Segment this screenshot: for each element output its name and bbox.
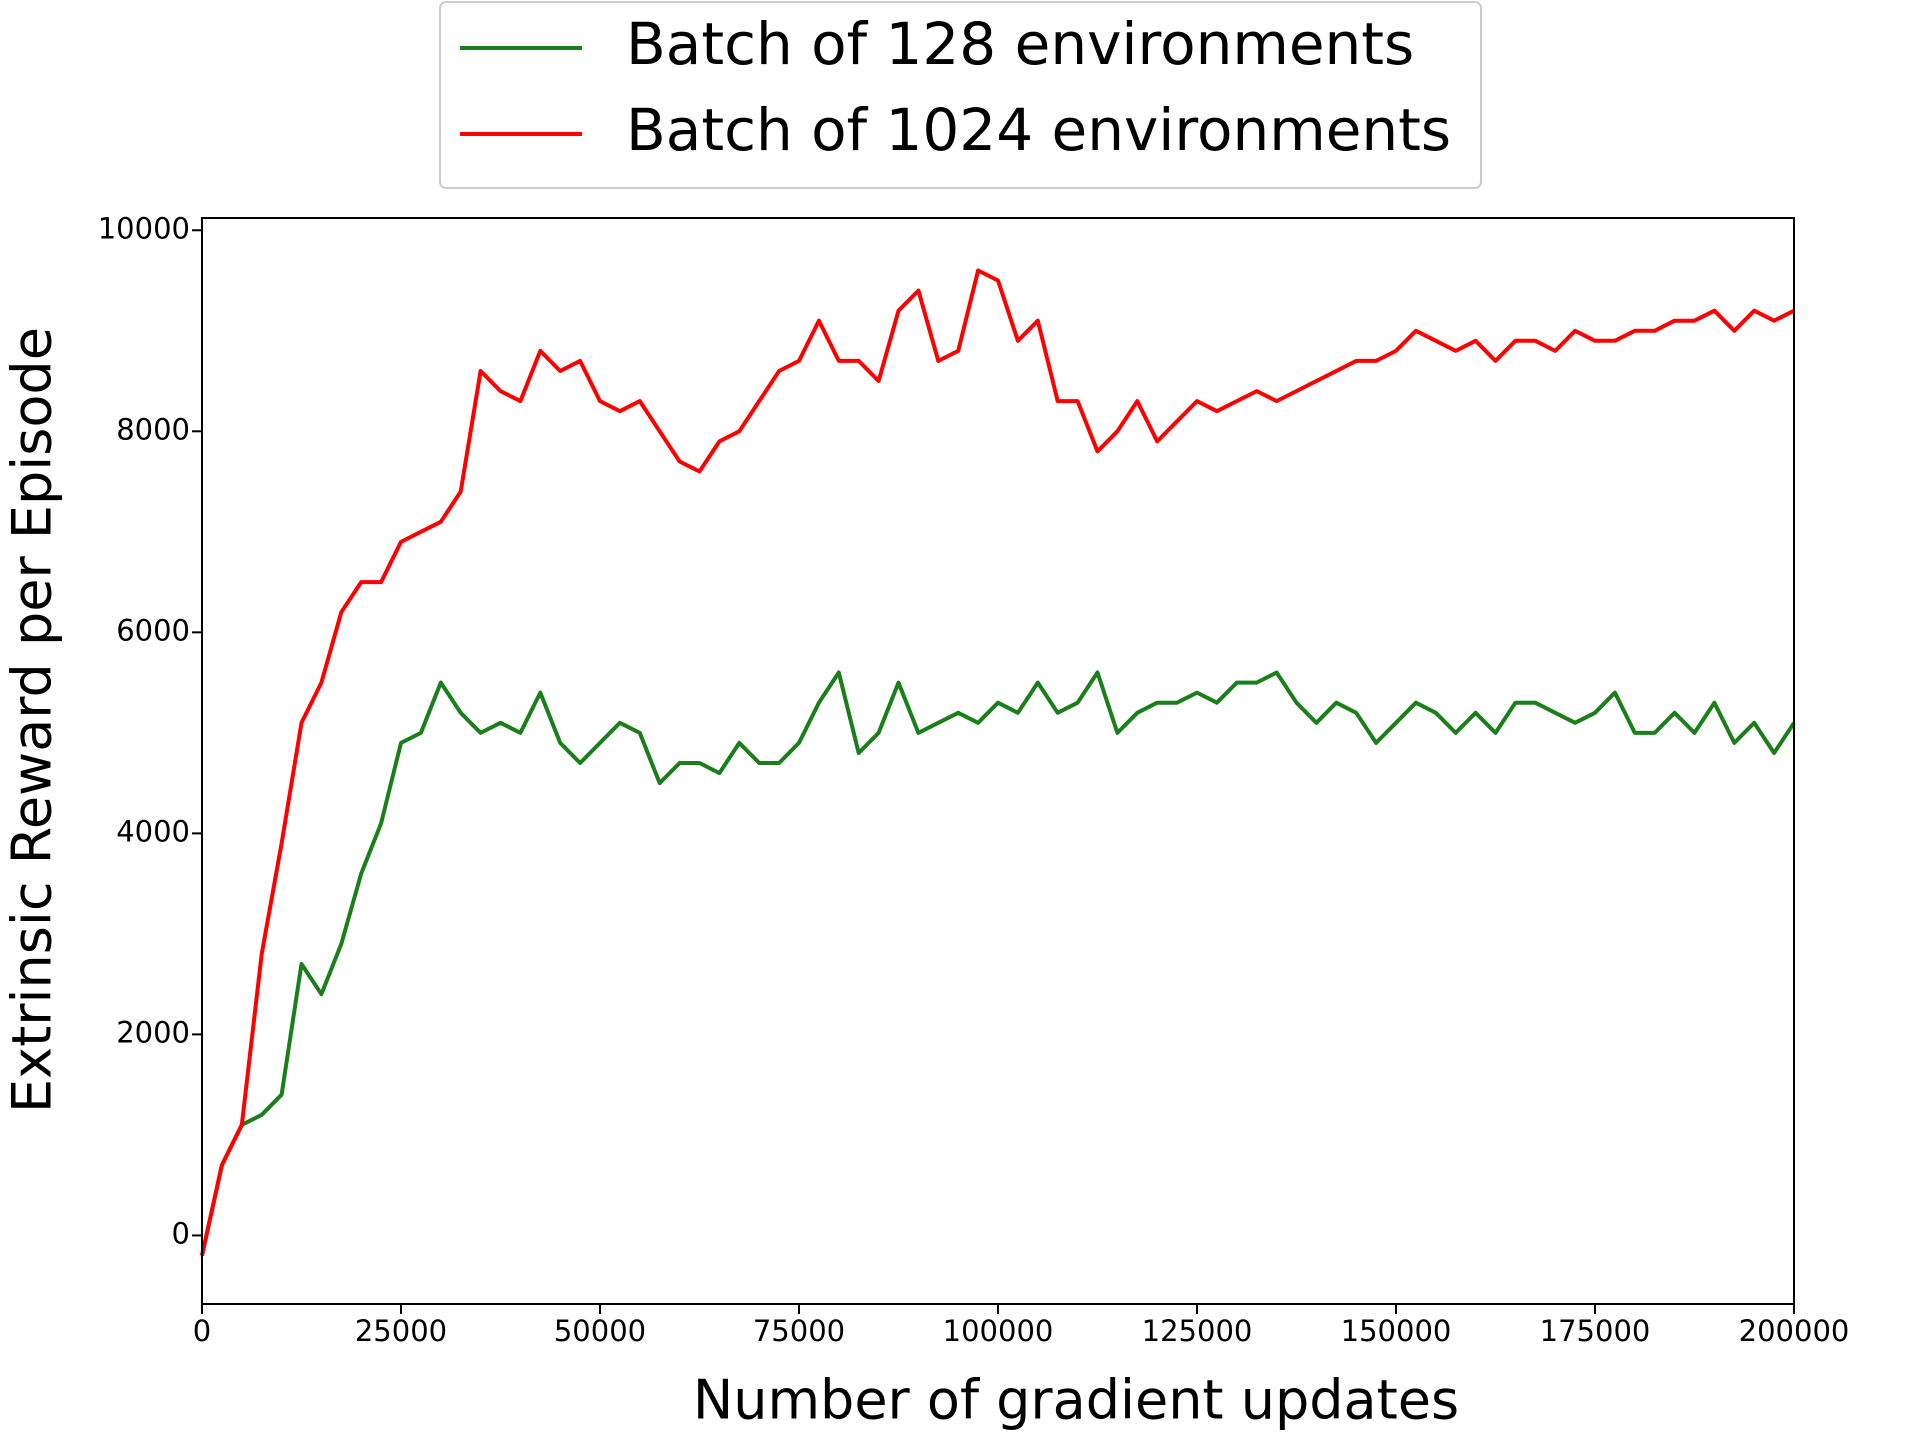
x-tick-label: 25000	[355, 1314, 447, 1348]
plot-frame	[201, 217, 1795, 1305]
x-tick-label: 175000	[1540, 1314, 1651, 1348]
legend-label: Batch of 1024 environments	[626, 96, 1451, 164]
x-tick-label: 100000	[943, 1314, 1054, 1348]
y-tick-label: 10000	[98, 211, 190, 245]
x-tick-label: 150000	[1341, 1314, 1452, 1348]
x-tick-label: 50000	[554, 1314, 646, 1348]
y-tick-label: 4000	[116, 814, 190, 848]
y-tick-label: 2000	[116, 1015, 190, 1049]
y-axis-label: Extrinsic Reward per Episode	[1, 327, 64, 1113]
x-tick-label: 200000	[1739, 1314, 1850, 1348]
y-tick-label: 6000	[116, 613, 190, 647]
x-tick-label: 125000	[1142, 1314, 1253, 1348]
x-tick-label: 75000	[753, 1314, 845, 1348]
y-tick-label: 8000	[116, 412, 190, 446]
series-line	[200, 268, 1795, 1257]
y-tick-label: 0	[172, 1216, 190, 1250]
x-axis-label: Number of gradient updates	[693, 1369, 1459, 1432]
series-line	[200, 670, 1796, 1257]
legend-label: Batch of 128 environments	[626, 10, 1414, 78]
x-tick-label: 0	[193, 1314, 211, 1348]
legend-box	[439, 1, 1482, 189]
